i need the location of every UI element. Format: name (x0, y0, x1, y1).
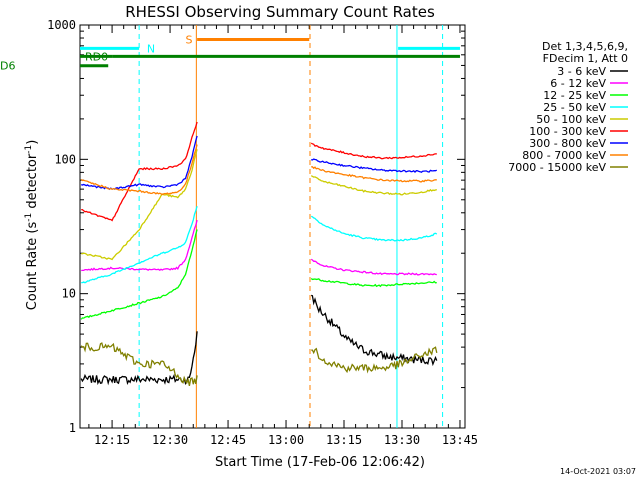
x-tick-label: 13:00 (268, 433, 304, 447)
y-axis-label-part1: Count Rate (s (25, 222, 40, 311)
x-axis-label: Start Time (17-Feb-06 12:06:42) (215, 455, 425, 470)
plot-frame (79, 24, 466, 429)
y-axis-label-part3: ) (25, 140, 40, 145)
status-bar-label: RD6 (0, 60, 15, 73)
series-line (81, 149, 198, 261)
x-tick-label: 12:15 (94, 433, 130, 447)
legend-label: 6 - 12 keV (550, 77, 606, 90)
status-bars: N S RD0 RD6 (0, 34, 460, 73)
legend-label: 100 - 300 keV (529, 125, 606, 138)
axes: 12:15 12:30 12:45 13:00 13:15 13:30 13:45 1 10 10… (47, 18, 478, 447)
series-line (310, 258, 437, 276)
timestamp: 14-Oct-2021 03:07 (560, 467, 636, 476)
y-tick-label: 100 (54, 152, 76, 166)
legend-label: 7000 - 15000 keV (508, 161, 606, 174)
series-line (80, 229, 198, 320)
y-tick-label: 1000 (47, 18, 76, 32)
legend-label: 3 - 6 keV (557, 65, 606, 78)
series-line (81, 219, 198, 272)
legend-header: FDecim 1, Att 0 (543, 52, 628, 65)
y-axis-label-sup1: -1 (24, 213, 34, 222)
legend: Det 1,3,4,5,6,9,FDecim 1, Att 03 - 6 keV… (508, 40, 628, 174)
y-axis-label-sup2: -1 (24, 145, 34, 154)
chart-title: RHESSI Observing Summary Count Rates (125, 3, 435, 21)
legend-label: 800 - 7000 keV (522, 149, 606, 162)
plot-area (79, 24, 466, 429)
legend-header: Det 1,3,4,5,6,9, (542, 40, 628, 53)
x-tick-label: 13:30 (384, 433, 420, 447)
legend-label: 50 - 100 keV (536, 113, 606, 126)
series-line (310, 142, 437, 160)
y-tick-label: 1 (69, 421, 76, 435)
series-line (81, 206, 198, 284)
status-bar-label: N (147, 42, 155, 55)
series-line (80, 342, 198, 387)
x-tick-label: 12:30 (152, 433, 188, 447)
y-axis-label: Count Rate (s-1 detector-1) (24, 140, 40, 311)
x-tick-label: 13:45 (442, 433, 478, 447)
series-line (81, 121, 198, 222)
legend-label: 12 - 25 keV (543, 89, 606, 102)
series-line (311, 346, 438, 374)
y-axis-label-part2: detector (25, 153, 40, 213)
legend-label: 300 - 800 keV (529, 137, 606, 150)
series-group (80, 121, 438, 387)
x-tick-label: 13:15 (326, 433, 362, 447)
series-line (311, 166, 437, 183)
series-line (310, 215, 438, 242)
status-bar-label: RD0 (85, 50, 108, 63)
status-bar-label: S (186, 34, 193, 47)
series-line (80, 135, 198, 191)
vertical-markers (138, 25, 444, 428)
series-line (80, 331, 198, 386)
series-line (311, 158, 438, 174)
series-line (310, 175, 437, 196)
x-tick-label: 12:45 (210, 433, 246, 447)
series-line (80, 144, 198, 196)
y-tick-label: 10 (62, 287, 76, 301)
legend-label: 25 - 50 keV (543, 101, 606, 114)
series-line (310, 294, 438, 367)
series-line (310, 277, 437, 288)
